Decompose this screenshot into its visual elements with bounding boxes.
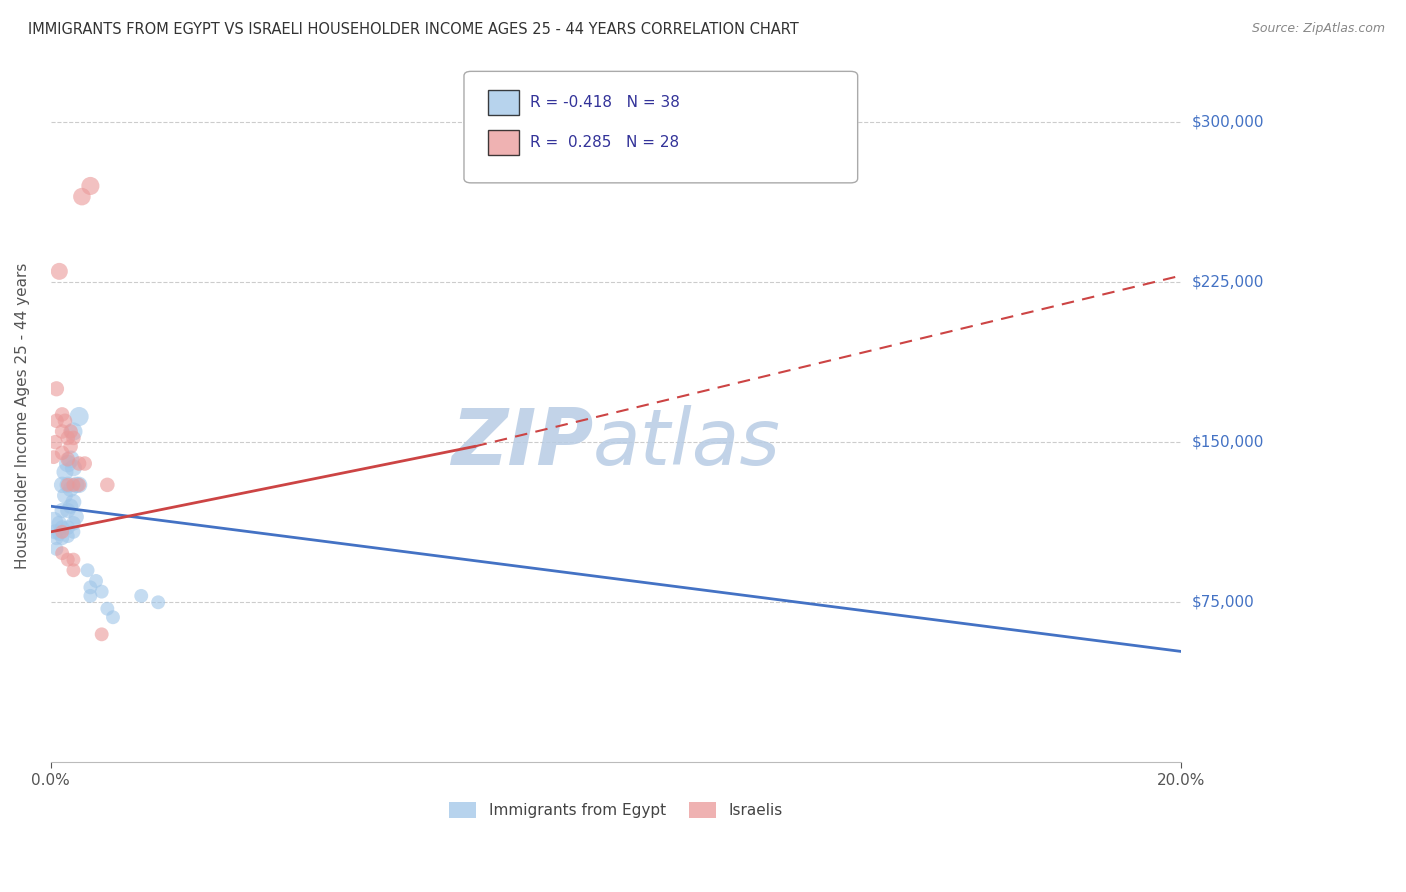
Point xyxy=(56,457,79,471)
Point xyxy=(65,509,87,524)
Point xyxy=(45,541,67,556)
Point xyxy=(70,189,93,203)
Point xyxy=(59,452,82,467)
Text: R =  0.285   N = 28: R = 0.285 N = 28 xyxy=(530,136,679,150)
Point xyxy=(56,503,79,517)
Text: Source: ZipAtlas.com: Source: ZipAtlas.com xyxy=(1251,22,1385,36)
Text: ZIP: ZIP xyxy=(451,405,593,482)
Point xyxy=(51,425,73,439)
Point xyxy=(79,589,101,603)
Point xyxy=(45,414,67,428)
Point xyxy=(56,478,79,492)
Point xyxy=(51,408,73,422)
Point xyxy=(51,503,73,517)
Point xyxy=(53,465,76,479)
Point xyxy=(56,520,79,534)
Point xyxy=(73,457,96,471)
Point xyxy=(42,450,65,464)
Point xyxy=(129,589,152,603)
Legend: Immigrants from Egypt, Israelis: Immigrants from Egypt, Israelis xyxy=(443,796,789,824)
Point xyxy=(62,431,84,445)
Text: $300,000: $300,000 xyxy=(1192,114,1264,129)
Point xyxy=(79,580,101,594)
Point xyxy=(56,529,79,543)
Point xyxy=(59,439,82,453)
Point xyxy=(48,264,70,278)
Point xyxy=(62,495,84,509)
Point xyxy=(101,610,124,624)
Point xyxy=(48,516,70,531)
Point xyxy=(51,478,73,492)
Point xyxy=(148,595,170,609)
Point xyxy=(53,414,76,428)
Point xyxy=(96,478,118,492)
Point xyxy=(51,520,73,534)
Point xyxy=(76,563,98,577)
Point xyxy=(79,178,101,193)
Point xyxy=(59,482,82,496)
Text: atlas: atlas xyxy=(593,405,782,482)
Point xyxy=(59,425,82,439)
Point xyxy=(53,489,76,503)
Point xyxy=(56,452,79,467)
Point xyxy=(48,527,70,541)
Point xyxy=(45,531,67,545)
Point xyxy=(67,478,90,492)
Point xyxy=(45,382,67,396)
Point xyxy=(62,478,84,492)
Point xyxy=(62,563,84,577)
Point xyxy=(51,446,73,460)
Text: R = -0.418   N = 38: R = -0.418 N = 38 xyxy=(530,95,681,110)
Text: $225,000: $225,000 xyxy=(1192,275,1264,290)
Point xyxy=(56,478,79,492)
Point xyxy=(42,514,65,528)
Point xyxy=(56,431,79,445)
Point xyxy=(44,435,66,450)
Point xyxy=(62,425,84,439)
Point xyxy=(44,524,66,539)
Y-axis label: Householder Income Ages 25 - 44 years: Householder Income Ages 25 - 44 years xyxy=(15,262,30,569)
Point xyxy=(96,601,118,615)
Point xyxy=(56,552,79,566)
Point xyxy=(62,516,84,531)
Point xyxy=(59,500,82,514)
Point xyxy=(62,552,84,566)
Text: $75,000: $75,000 xyxy=(1192,595,1254,610)
Point xyxy=(90,584,112,599)
Point xyxy=(62,460,84,475)
Point xyxy=(62,524,84,539)
Point xyxy=(51,524,73,539)
Point xyxy=(90,627,112,641)
Point xyxy=(84,574,107,588)
Point xyxy=(51,531,73,545)
Point xyxy=(51,546,73,560)
Point xyxy=(67,409,90,424)
Point xyxy=(65,478,87,492)
Point xyxy=(67,478,90,492)
Point xyxy=(67,457,90,471)
Text: $150,000: $150,000 xyxy=(1192,434,1264,450)
Text: IMMIGRANTS FROM EGYPT VS ISRAELI HOUSEHOLDER INCOME AGES 25 - 44 YEARS CORRELATI: IMMIGRANTS FROM EGYPT VS ISRAELI HOUSEHO… xyxy=(28,22,799,37)
